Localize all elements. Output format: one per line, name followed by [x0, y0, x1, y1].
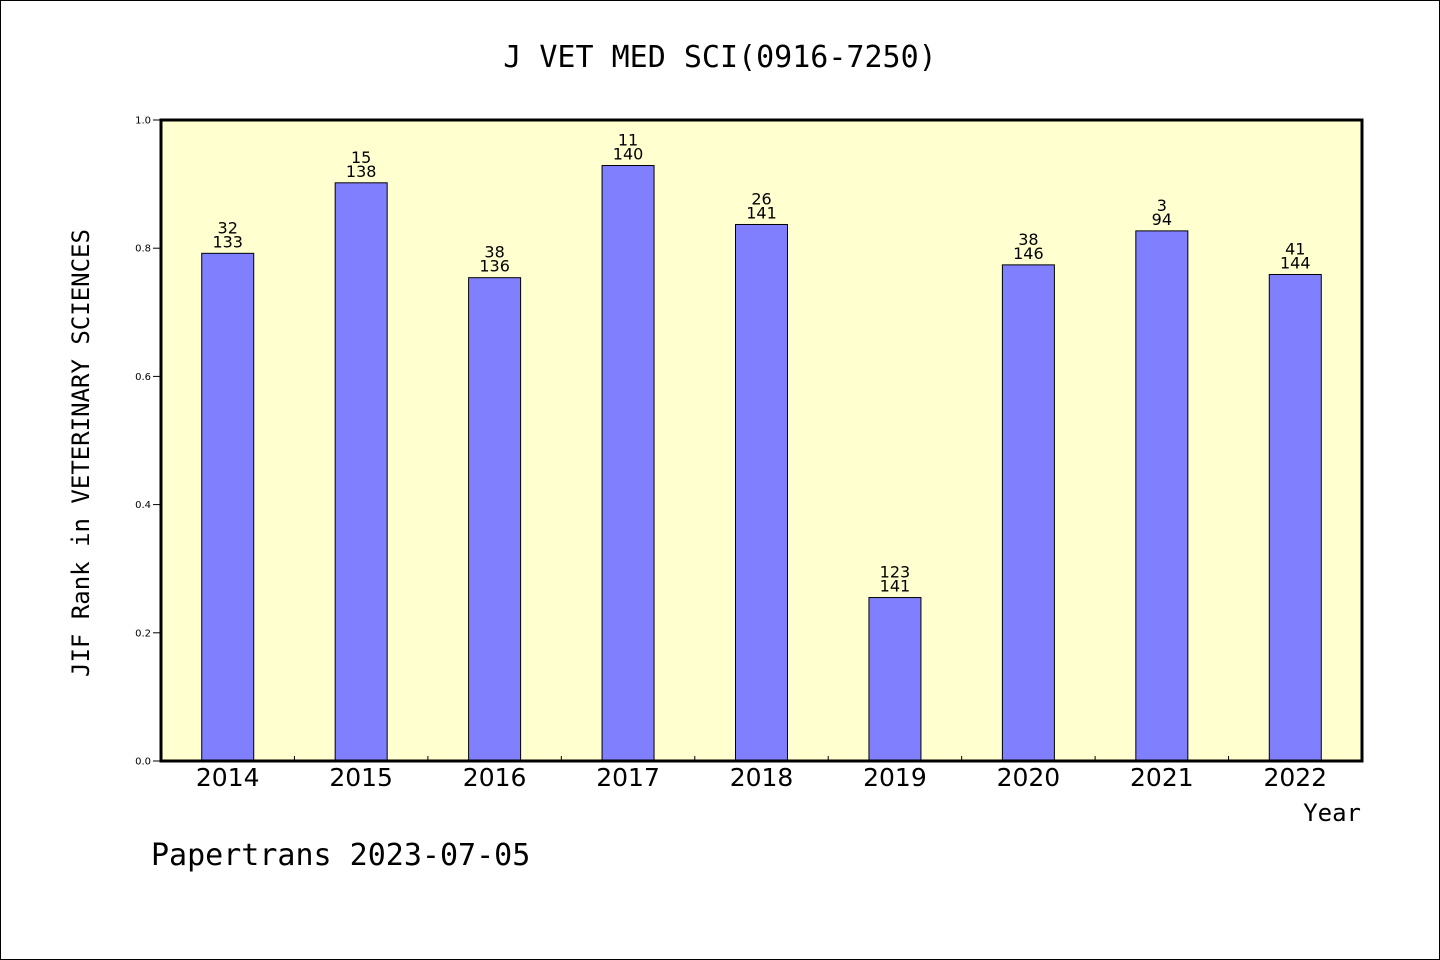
x-tick-label-2015: 2015: [329, 763, 393, 792]
footer-text: Papertrans 2023-07-05: [151, 838, 530, 873]
x-tick-label-2019: 2019: [863, 763, 927, 792]
x-tick-label-2016: 2016: [463, 763, 527, 792]
bars-layer: [201, 165, 1322, 762]
y-tick-label: 0.2: [135, 628, 151, 639]
bar-label-total-2021: 94: [1152, 210, 1172, 229]
y-tick-label: 0.4: [135, 500, 151, 511]
bar-label-total-2018: 141: [746, 203, 777, 222]
bar-label-total-2016: 136: [479, 257, 510, 276]
bar-2018: [735, 223, 788, 762]
bar-label-total-2020: 146: [1013, 244, 1044, 263]
y-tick-label: 0.8: [135, 244, 151, 255]
bar-label-rank-2014: 32: [218, 218, 238, 237]
bar-label-total-2014: 133: [212, 232, 243, 251]
bar-label-rank-2021: 3: [1157, 196, 1167, 215]
x-tick-label-2018: 2018: [730, 763, 794, 792]
x-axis: 2014 2015 2016 2017 2018 2019 2020 2021 2022: [196, 756, 1327, 792]
plot-border: [159, 118, 1364, 763]
bar-2019: [868, 597, 922, 762]
bar-label-rank-2016: 38: [484, 243, 504, 262]
bar-2021: [1135, 230, 1189, 762]
bar-label-total-2019: 141: [880, 577, 911, 596]
x-tick-label-2014: 2014: [196, 763, 260, 792]
bar-label-rank-2018: 26: [751, 189, 771, 208]
y-tick-label: 0.0: [135, 757, 151, 768]
x-tick-label-2022: 2022: [1263, 763, 1327, 792]
bar-label-total-2022: 144: [1280, 253, 1311, 272]
chart-title: J VET MED SCI(0916-7250): [503, 40, 936, 75]
bar-label-rank-2020: 38: [1018, 230, 1038, 249]
bar-2014: [201, 252, 255, 762]
bar-label-rank-2022: 41: [1285, 239, 1305, 258]
y-tick-label: 1.0: [135, 116, 151, 127]
y-tick-label: 0.6: [135, 372, 151, 383]
bar-2022: [1268, 273, 1322, 762]
bar-2017: [601, 165, 655, 762]
y-axis-title: JIF Rank in VETERINARY SCIENCES: [67, 229, 95, 677]
bar-label-rank-2019: 123: [880, 563, 911, 582]
bar-label-rank-2015: 15: [351, 148, 371, 167]
x-tick-label-2020: 2020: [997, 763, 1061, 792]
bar-labels-layer: 3213315138381361114026141123141381463944…: [212, 131, 1310, 596]
x-tick-label-2021: 2021: [1130, 763, 1194, 792]
bar-2020: [1001, 264, 1055, 762]
bar-label-total-2015: 138: [346, 162, 377, 181]
bar-label-rank-2017: 11: [618, 131, 638, 150]
bar-2015: [334, 182, 388, 762]
bar-label-total-2017: 140: [613, 145, 644, 164]
y-axis: 0.0 0.2 0.4 0.6 0.8 1.0: [135, 116, 161, 768]
x-axis-title: Year: [1303, 799, 1361, 827]
x-tick-label-2017: 2017: [596, 763, 660, 792]
bar-2016: [468, 277, 522, 762]
